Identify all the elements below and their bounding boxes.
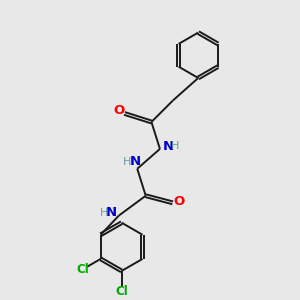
Text: Cl: Cl xyxy=(115,285,128,298)
Text: H: H xyxy=(170,141,179,151)
Text: H: H xyxy=(123,157,131,167)
Text: O: O xyxy=(113,104,124,117)
Text: N: N xyxy=(105,206,116,219)
Text: N: N xyxy=(130,155,141,168)
Text: H: H xyxy=(100,208,108,218)
Text: O: O xyxy=(173,195,184,208)
Text: Cl: Cl xyxy=(76,263,89,276)
Text: N: N xyxy=(162,140,173,153)
